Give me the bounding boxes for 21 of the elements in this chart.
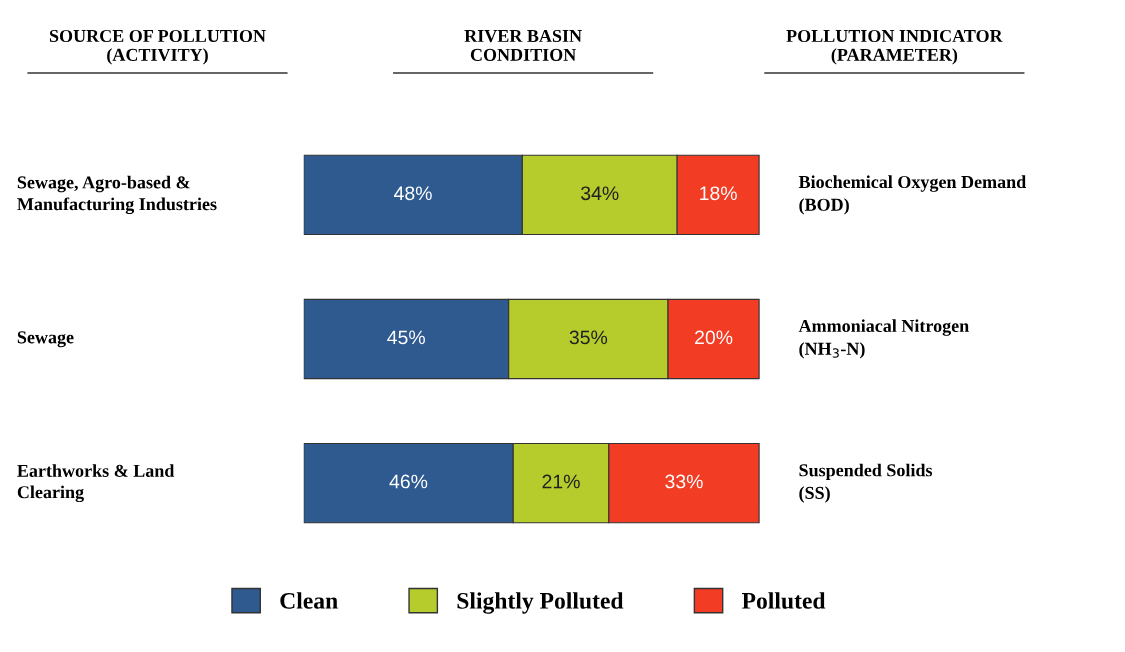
y-tick-label: Sewage, Agro-based & Manufacturing Industries bbox=[17, 175, 217, 215]
data-label: 20% bbox=[695, 330, 733, 345]
text: Ammoniacal Nitrogen (NH$_{3}$-N) bbox=[798, 319, 969, 359]
text: RIVER BASIN CONDITION bbox=[464, 29, 582, 61]
data-label: 18% bbox=[700, 186, 737, 201]
legend-label: Slightly Polluted bbox=[457, 592, 624, 614]
y-tick-label: Earthworks & Land Clearing bbox=[17, 464, 175, 503]
data-label: 34% bbox=[581, 186, 619, 201]
text: POLLUTION INDICATOR (PARAMETER) bbox=[786, 29, 1003, 65]
text: Suspended Solids (SS) bbox=[799, 463, 933, 503]
data-label: 46% bbox=[389, 474, 428, 489]
legend-label: Clean bbox=[280, 592, 338, 609]
y-tick-label: Sewage bbox=[17, 331, 74, 348]
legend-label: Polluted bbox=[741, 592, 826, 609]
data-label: 48% bbox=[394, 186, 432, 201]
data-label: 33% bbox=[665, 474, 703, 489]
data-label: 21% bbox=[542, 474, 580, 489]
text: Biochemical Oxygen Demand (BOD) bbox=[798, 175, 1027, 215]
data-label: 35% bbox=[569, 330, 608, 345]
data-label: 45% bbox=[387, 330, 425, 345]
source-note: SOURCE OF POLLUTION (ACTIVITY) bbox=[49, 29, 266, 65]
